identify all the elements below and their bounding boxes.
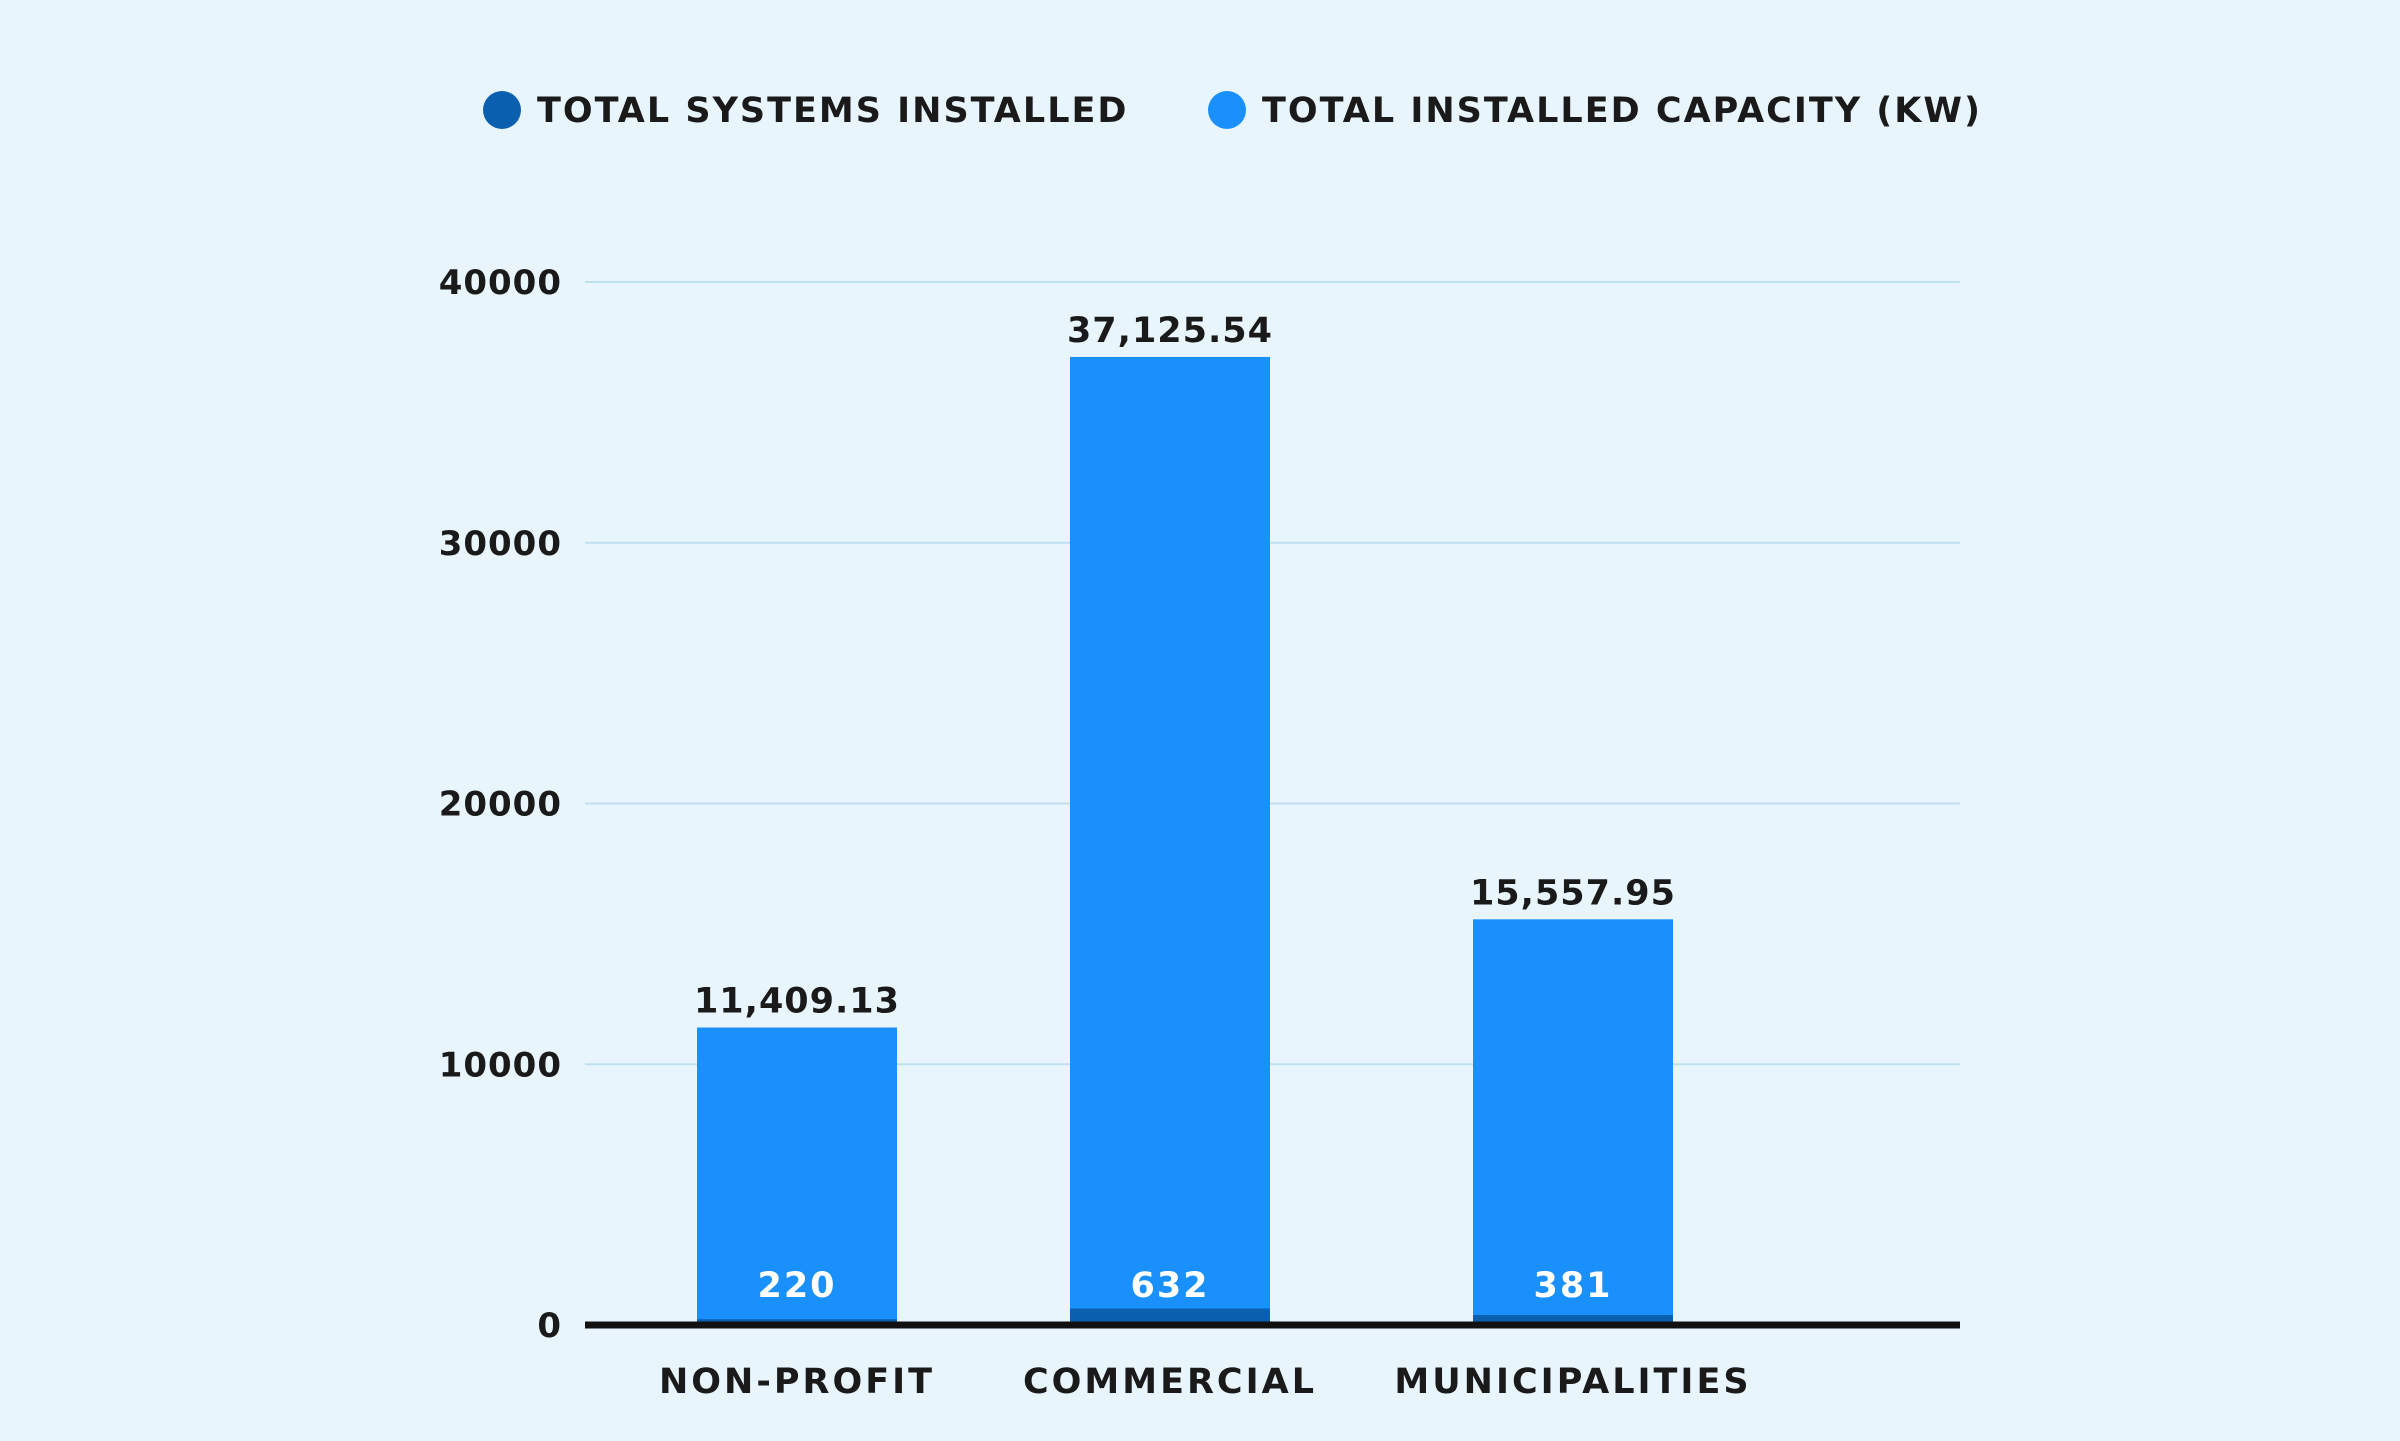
legend-swatch <box>483 91 521 129</box>
y-tick-label: 0 <box>537 1306 562 1346</box>
systems-value-label: 220 <box>757 1266 836 1306</box>
y-tick-label: 30000 <box>439 524 562 564</box>
bar-capacity <box>697 1027 897 1325</box>
gridlines <box>585 281 1960 1066</box>
capacity-value-label: 11,409.13 <box>694 982 900 1022</box>
capacity-value-label: 15,557.95 <box>1470 873 1676 913</box>
legend-swatch <box>1208 91 1246 129</box>
y-tick-label: 10000 <box>439 1045 562 1085</box>
y-tick-label: 20000 <box>439 785 562 825</box>
x-category-label: MUNICIPALITIES <box>1394 1362 1751 1402</box>
bar-capacity <box>1070 356 1270 1325</box>
bar-capacity <box>1473 919 1673 1325</box>
legend: TOTAL SYSTEMS INSTALLED TOTAL INSTALLED C… <box>483 91 1982 131</box>
bar-systems <box>1070 1308 1270 1325</box>
bars <box>697 356 1673 1325</box>
y-tick-label: 40000 <box>439 263 562 303</box>
bar-systems <box>1473 1315 1673 1325</box>
x-category-label: NON-PROFIT <box>659 1362 935 1402</box>
x-category-label: COMMERCIAL <box>1023 1362 1317 1402</box>
systems-value-label: 632 <box>1130 1266 1209 1306</box>
data-labels: 11,409.13 220 37,125.54 632 15,557.95 381 <box>694 311 1676 1306</box>
legend-label: TOTAL SYSTEMS INSTALLED <box>537 91 1128 131</box>
axes: 0 10000 20000 30000 40000 NON-PROFIT COMMERCIA… <box>439 263 1960 1402</box>
systems-value-label: 381 <box>1533 1266 1612 1306</box>
legend-label: TOTAL INSTALLED CAPACITY (KW) <box>1262 91 1982 131</box>
capacity-value-label: 37,125.54 <box>1067 311 1273 351</box>
